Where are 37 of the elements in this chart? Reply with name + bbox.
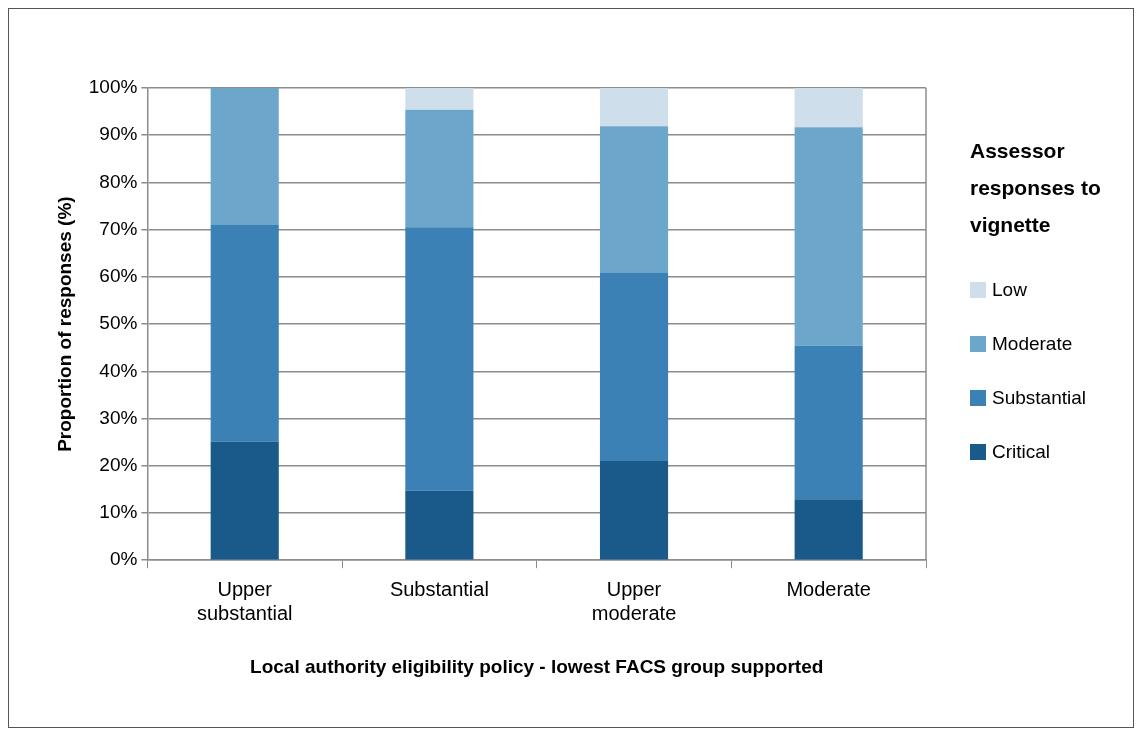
bar [405, 88, 474, 110]
bar [405, 227, 474, 491]
bar [794, 345, 863, 500]
bar [210, 441, 279, 560]
y-tick-label: 90% [99, 123, 138, 145]
y-tick-label: 20% [99, 453, 138, 475]
legend-title: Assessor responses to vignette [970, 138, 1102, 238]
bar [794, 499, 863, 560]
bar [405, 109, 474, 228]
x-tick-label: Upper substantial [196, 577, 293, 624]
legend-label: Substantial [992, 387, 1087, 409]
bar [210, 88, 279, 225]
legend-label: Moderate [992, 333, 1073, 355]
bar [405, 490, 474, 560]
bar [599, 273, 669, 462]
y-tick-label: 30% [99, 406, 138, 428]
bar [794, 88, 863, 128]
bar [210, 224, 279, 442]
y-tick-label: 60% [99, 265, 138, 287]
y-tick-label: 80% [99, 170, 138, 192]
legend-label: Critical [992, 441, 1051, 463]
y-tick-label: 70% [99, 217, 138, 239]
bar [794, 127, 863, 346]
y-tick-label: 0% [109, 548, 138, 570]
x-tick-label: Substantial [389, 577, 489, 600]
y-tick-label: 50% [99, 312, 138, 334]
legend-label: Low [992, 279, 1027, 301]
y-tick-label: 100% [88, 76, 138, 98]
bar [599, 126, 669, 274]
bar [599, 461, 669, 560]
x-tick-label: Upper moderate [591, 577, 677, 624]
x-tick-label: Moderate [786, 577, 871, 600]
bar [599, 88, 669, 127]
x-axis-title: Local authority eligibility policy - lowest FACS group supported [250, 655, 824, 677]
y-axis-title: Proportion of responses (%) [53, 196, 75, 452]
y-tick-label: 10% [99, 501, 138, 523]
y-tick-label: 40% [99, 359, 138, 381]
